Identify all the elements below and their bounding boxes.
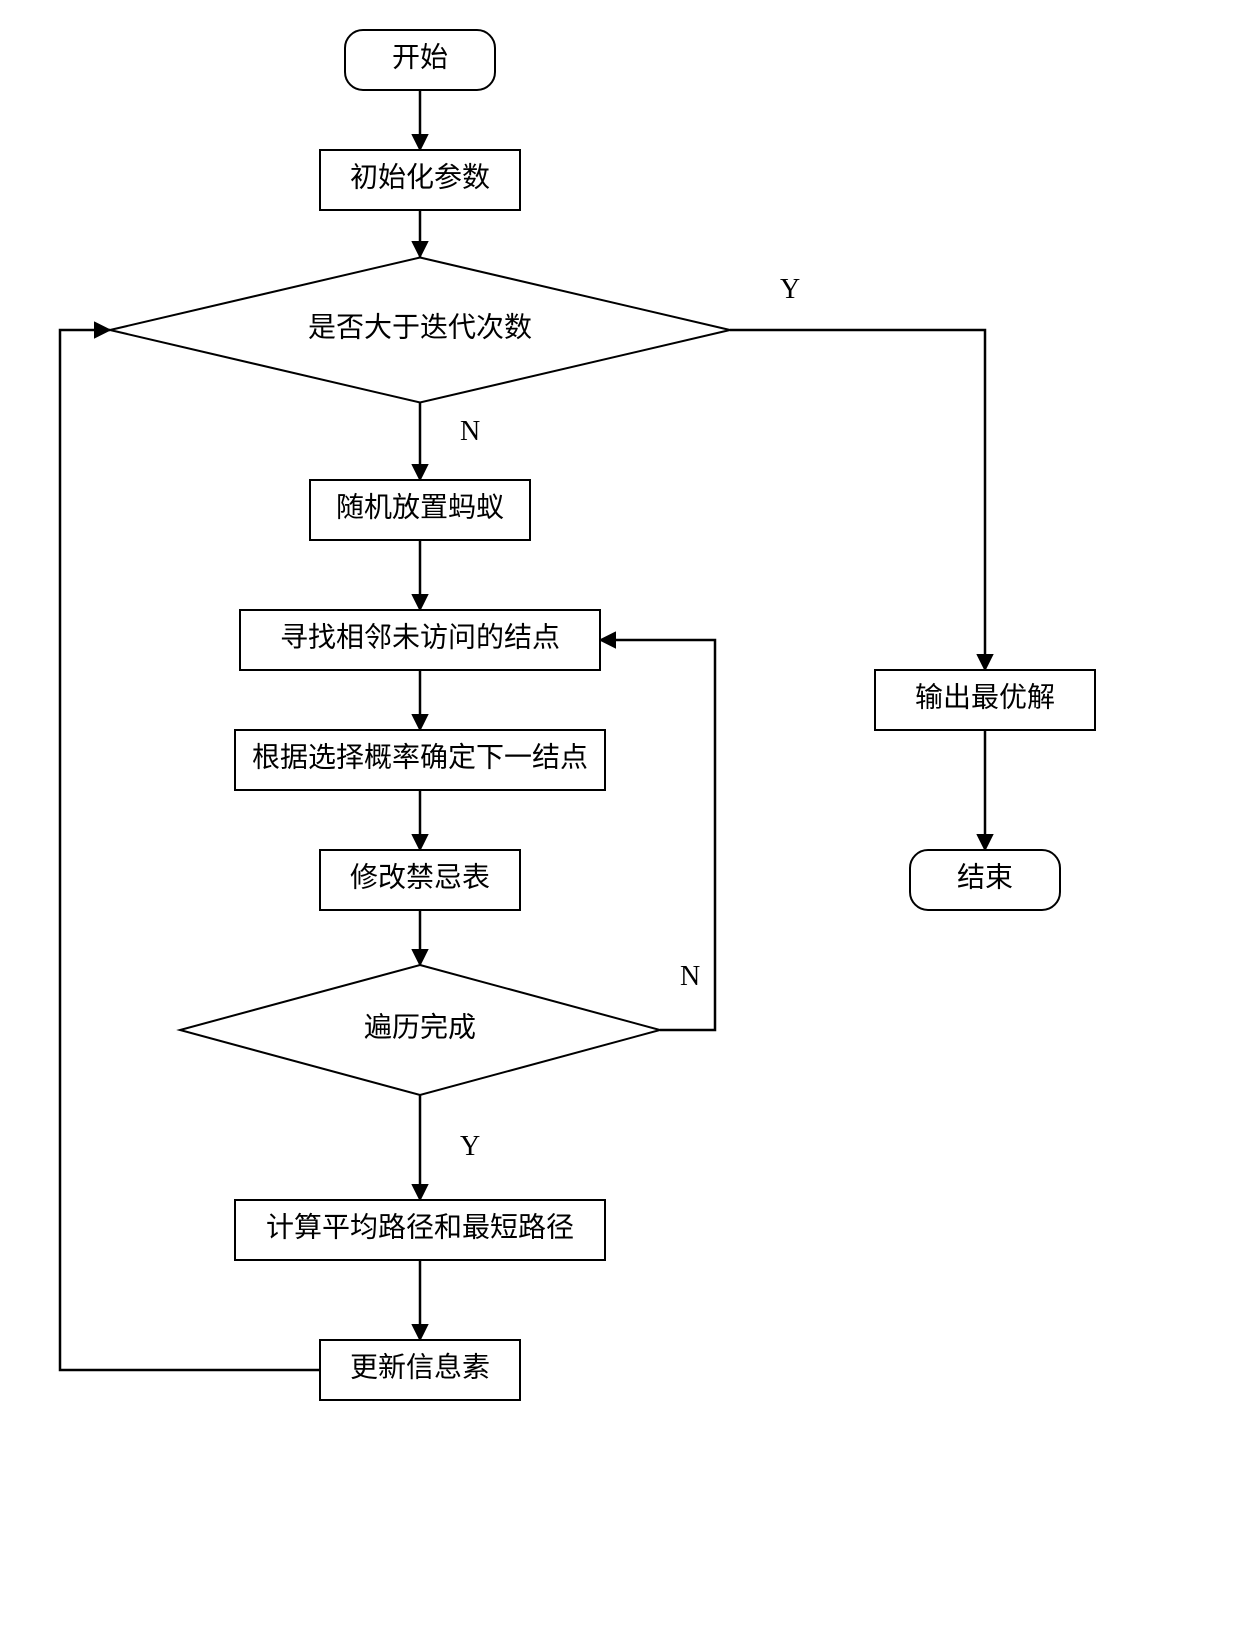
node-label-traverse: 遍历完成 (364, 1011, 476, 1043)
node-calc_path: 计算平均路径和最短路径 (235, 1200, 605, 1260)
edge-label-iter_check-place_ants: N (460, 416, 480, 447)
node-traverse: 遍历完成 (180, 965, 660, 1095)
flowchart-canvas: N Y Y N 开始初始化参数是否大于迭代次数随机放置蚂蚁寻找相邻未访问的结点根据选择概… (0, 0, 1240, 1648)
node-label-init: 初始化参数 (350, 161, 490, 193)
node-find_adj: 寻找相邻未访问的结点 (240, 610, 600, 670)
node-start: 开始 (345, 30, 495, 90)
node-iter_check: 是否大于迭代次数 (110, 258, 730, 403)
node-label-update_ph: 更新信息素 (350, 1351, 490, 1383)
node-init: 初始化参数 (320, 150, 520, 210)
node-label-tabu: 修改禁忌表 (350, 861, 490, 893)
node-label-find_adj: 寻找相邻未访问的结点 (280, 621, 560, 653)
node-label-start: 开始 (392, 41, 448, 73)
edge-label-traverse-calc_path: Y (460, 1131, 480, 1162)
node-select_next: 根据选择概率确定下一结点 (235, 730, 605, 790)
edge-label-iter_check-output: Y (780, 274, 800, 305)
node-output: 输出最优解 (875, 670, 1095, 730)
node-label-iter_check: 是否大于迭代次数 (308, 311, 532, 343)
node-update_ph: 更新信息素 (320, 1340, 520, 1400)
edge-iter_check-to-output (730, 330, 985, 670)
node-place_ants: 随机放置蚂蚁 (310, 480, 530, 540)
node-label-end: 结束 (957, 861, 1013, 893)
edge-label-traverse-find_adj: N (680, 961, 700, 992)
node-label-place_ants: 随机放置蚂蚁 (336, 491, 504, 523)
node-label-select_next: 根据选择概率确定下一结点 (252, 741, 588, 773)
node-end: 结束 (910, 850, 1060, 910)
node-tabu: 修改禁忌表 (320, 850, 520, 910)
node-label-calc_path: 计算平均路径和最短路径 (266, 1211, 574, 1243)
node-label-output: 输出最优解 (915, 681, 1055, 713)
